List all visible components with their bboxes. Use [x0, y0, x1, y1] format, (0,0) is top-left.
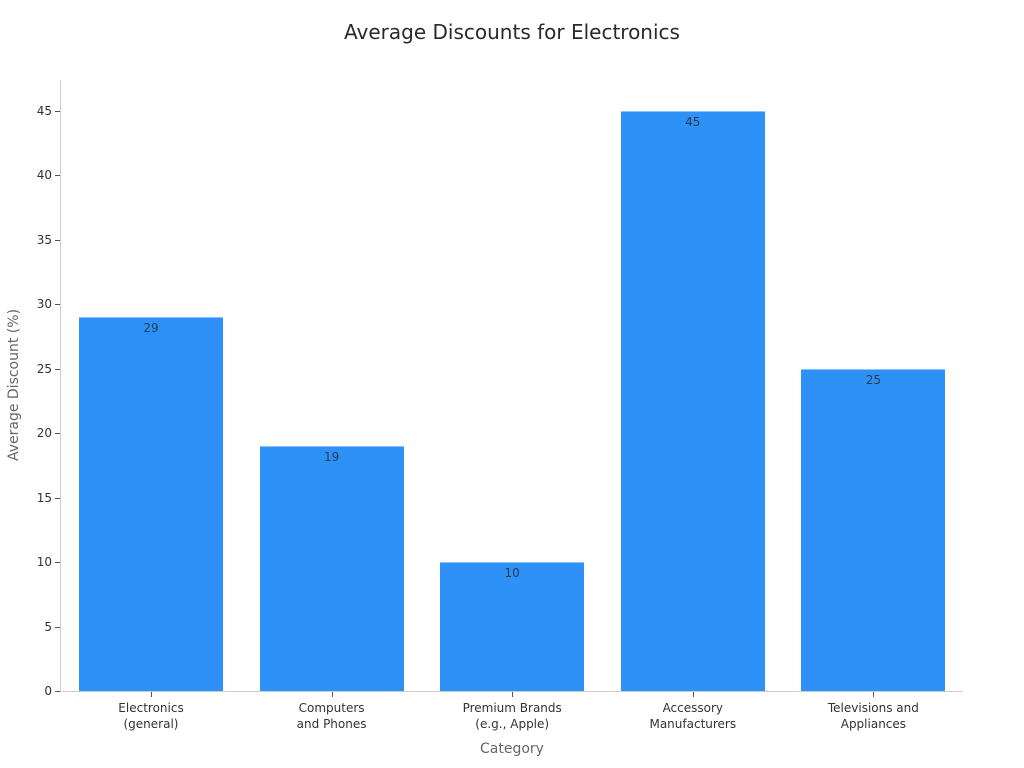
bar: 29 — [79, 316, 223, 691]
y-tick-label: 15 — [36, 490, 52, 505]
bar-value-label: 45 — [685, 114, 701, 129]
y-tick-label: 40 — [36, 168, 52, 182]
x-axis-label: Category — [480, 741, 544, 757]
y-tick: 5 — [0, 620, 60, 641]
bar: 19 — [259, 445, 404, 691]
x-tick-mark — [151, 692, 152, 697]
y-tick-label: 25 — [36, 361, 52, 376]
y-tick-label: 10 — [36, 555, 52, 569]
x-tick-label: Premium Brands (e.g., Apple) — [462, 701, 562, 731]
y-axis-label: Average Discount (%) — [6, 308, 22, 462]
y-tick-label: 20 — [36, 426, 52, 440]
y-tick: 20 — [0, 426, 60, 447]
y-tick-mark — [55, 626, 60, 628]
y-tick: 35 — [0, 233, 60, 254]
bar-value-label: 29 — [143, 320, 159, 335]
bar-value-label: 10 — [504, 566, 520, 580]
x-tick-label: Accessory Manufacturers — [649, 701, 737, 731]
y-tick-mark — [55, 304, 60, 305]
y-tick: 40 — [0, 168, 60, 189]
y-tick: 30 — [0, 297, 60, 318]
y-tick: 0 — [0, 684, 60, 705]
y-tick-label: 30 — [36, 297, 52, 311]
x-tick-mark — [873, 692, 875, 697]
chart-title: Average Discounts for Electronics — [344, 20, 680, 44]
bar: 10 — [440, 562, 585, 691]
x-tick-mark — [512, 692, 514, 697]
x-tick-mark — [331, 692, 333, 697]
y-tick-mark — [55, 110, 60, 112]
y-axis-line — [60, 80, 61, 692]
y-tick-mark — [55, 562, 60, 563]
x-tick-label: Computers and Phones — [296, 701, 367, 731]
y-tick-label: 45 — [36, 103, 52, 118]
x-axis-line — [60, 691, 963, 692]
y-tick-mark — [55, 497, 60, 499]
y-tick-mark — [55, 433, 60, 434]
y-tick-label: 35 — [36, 232, 52, 247]
bar-value-label: 19 — [323, 449, 340, 464]
y-tick: 15 — [0, 491, 60, 512]
y-tick-mark — [55, 691, 60, 692]
y-tick-mark — [55, 175, 60, 176]
y-tick-label: 5 — [44, 619, 52, 634]
x-tick-mark — [692, 692, 694, 697]
y-tick-mark — [55, 239, 60, 241]
bar-value-label: 25 — [865, 372, 882, 387]
y-tick-mark — [55, 368, 60, 370]
y-tick: 10 — [0, 555, 60, 576]
y-tick: 25 — [0, 362, 60, 383]
y-tick: 45 — [0, 104, 60, 125]
bar: 25 — [801, 368, 946, 691]
bar: 45 — [620, 110, 765, 691]
y-tick-label: 0 — [44, 684, 52, 698]
x-tick-label: Electronics (general) — [118, 701, 184, 731]
x-tick-label: Televisions and Appliances — [827, 701, 919, 731]
